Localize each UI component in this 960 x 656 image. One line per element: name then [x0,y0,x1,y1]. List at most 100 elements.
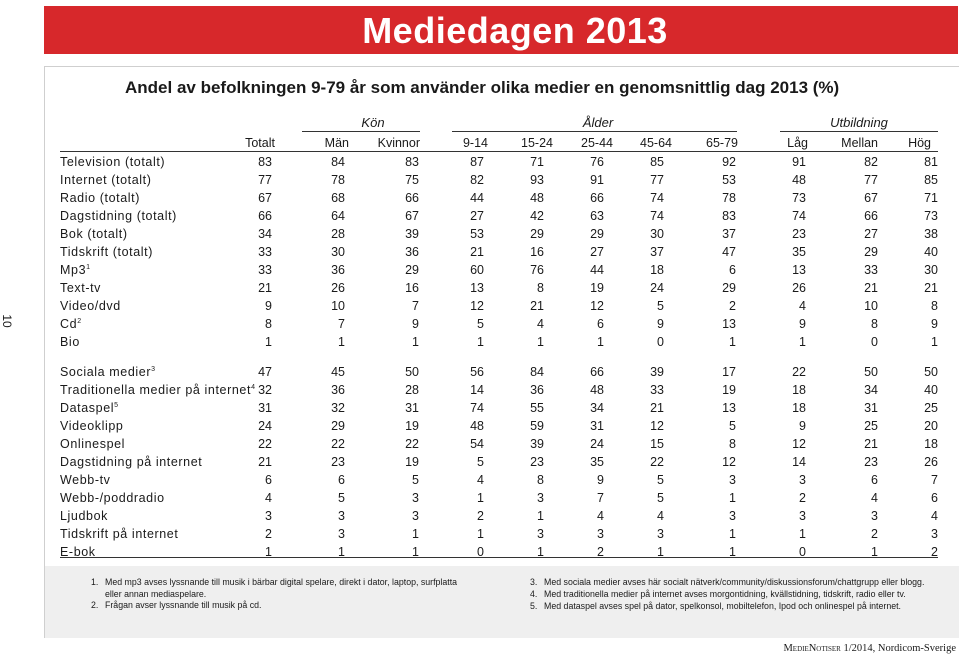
table-cell: 48 [470,419,484,433]
table-cell: 6 [265,473,272,487]
column-header: Män [324,136,349,150]
table-cell: 5 [657,491,664,505]
row-label: Cd2 [60,317,82,331]
table-cell: 1 [799,335,806,349]
table-cell: 83 [405,155,419,169]
table-cell: 21 [864,281,878,295]
table-cell: 36 [530,383,544,397]
table-row: Television (totalt) 83 84 83 87 71 76 85 92 91 82 8… [0,155,960,173]
table-cell: 8 [265,317,272,331]
table-cell: 5 [657,299,664,313]
group-header-utbildning: Utbildning [830,115,888,130]
row-label: Dagstidning (totalt) [60,209,177,223]
table-cell: 33 [258,245,272,259]
table-cell: 9 [412,317,419,331]
table-row: Text-tv 21 26 16 13 8 19 24 29 26 21 21 [0,281,960,299]
imprint-series: MedieNotiser [783,643,841,654]
table-cell: 6 [729,263,736,277]
table-cell: 6 [871,473,878,487]
row-label: Bok (totalt) [60,227,128,241]
table-row: Cd2 8 7 9 5 4 6 9 13 9 8 9 [0,317,960,335]
table-cell: 77 [864,173,878,187]
table-cell: 19 [405,455,419,469]
table-cell: 2 [931,545,938,559]
table-cell: 3 [799,473,806,487]
table-cell: 30 [924,263,938,277]
table-row: Video/dvd 9 10 7 12 21 12 5 2 4 10 8 [0,299,960,317]
table-cell: 1 [412,335,419,349]
table-cell: 50 [864,365,878,379]
table-row: Dagstidning (totalt) 66 64 67 27 42 63 74 83 74 66… [0,209,960,227]
table-cell: 4 [477,473,484,487]
table-cell: 67 [405,209,419,223]
table-cell: 67 [864,191,878,205]
table-cell: 6 [338,473,345,487]
table-cell: 20 [924,419,938,433]
group-rule-utbildning [780,131,938,132]
table-cell: 19 [722,383,736,397]
table-row: Traditionella medier på internet4 32 36 28 1… [0,383,960,401]
table-cell: 9 [931,317,938,331]
table-cell: 3 [537,527,544,541]
table-cell: 1 [871,545,878,559]
table-cell: 8 [931,299,938,313]
table-row: Internet (totalt) 77 78 75 82 93 91 77 53 48 77 85 [0,173,960,191]
table-cell: 34 [864,383,878,397]
column-header: 15-24 [521,136,553,150]
table-cell: 21 [864,437,878,451]
table-cell: 82 [470,173,484,187]
table-cell: 31 [864,401,878,415]
row-label: Videoklipp [60,419,124,433]
column-header: 25-44 [581,136,613,150]
table-cell: 12 [470,299,484,313]
table-cell: 18 [792,383,806,397]
table-cell: 74 [470,401,484,415]
table-cell: 83 [258,155,272,169]
table-cell: 3 [729,509,736,523]
table-cell: 5 [477,317,484,331]
table-cell: 19 [405,419,419,433]
table-row: Onlinespel 22 22 22 54 39 24 15 8 12 21 18 [0,437,960,455]
table-cell: 0 [799,545,806,559]
footnote-4: 4. Med traditionella medier på internet a… [530,589,906,599]
table-cell: 48 [530,191,544,205]
table-row: Videoklipp 24 29 19 48 59 31 12 5 9 25 20 [0,419,960,437]
table-cell: 0 [657,335,664,349]
table-cell: 10 [331,299,345,313]
table-cell: 8 [537,281,544,295]
table-cell: 59 [530,419,544,433]
row-label: Bio [60,335,80,349]
table-cell: 53 [722,173,736,187]
table-cell: 39 [650,365,664,379]
table-cell: 1 [265,335,272,349]
table-cell: 82 [864,155,878,169]
table-cell: 76 [530,263,544,277]
table-cell: 3 [597,527,604,541]
table-cell: 1 [537,545,544,559]
table-cell: 3 [412,509,419,523]
table-cell: 34 [258,227,272,241]
table-cell: 93 [530,173,544,187]
column-header: 9-14 [462,136,488,150]
table-cell: 33 [650,383,664,397]
table-cell: 55 [530,401,544,415]
table-cell: 0 [871,335,878,349]
table-cell: 25 [924,401,938,415]
table-cell: 1 [412,545,419,559]
table-cell: 19 [590,281,604,295]
table-cell: 1 [338,545,345,559]
table-cell: 9 [799,419,806,433]
table-cell: 56 [470,365,484,379]
group-rule-kon [302,131,420,132]
table-cell: 1 [729,545,736,559]
table-cell: 36 [331,263,345,277]
table-cell: 5 [338,491,345,505]
table-cell: 4 [657,509,664,523]
table-cell: 4 [265,491,272,505]
table-cell: 84 [530,365,544,379]
table-cell: 5 [412,473,419,487]
table-cell: 76 [590,155,604,169]
table-cell: 1 [412,527,419,541]
table-row: Radio (totalt) 67 68 66 44 48 66 74 78 73 67 71 [0,191,960,209]
table-cell: 8 [537,473,544,487]
